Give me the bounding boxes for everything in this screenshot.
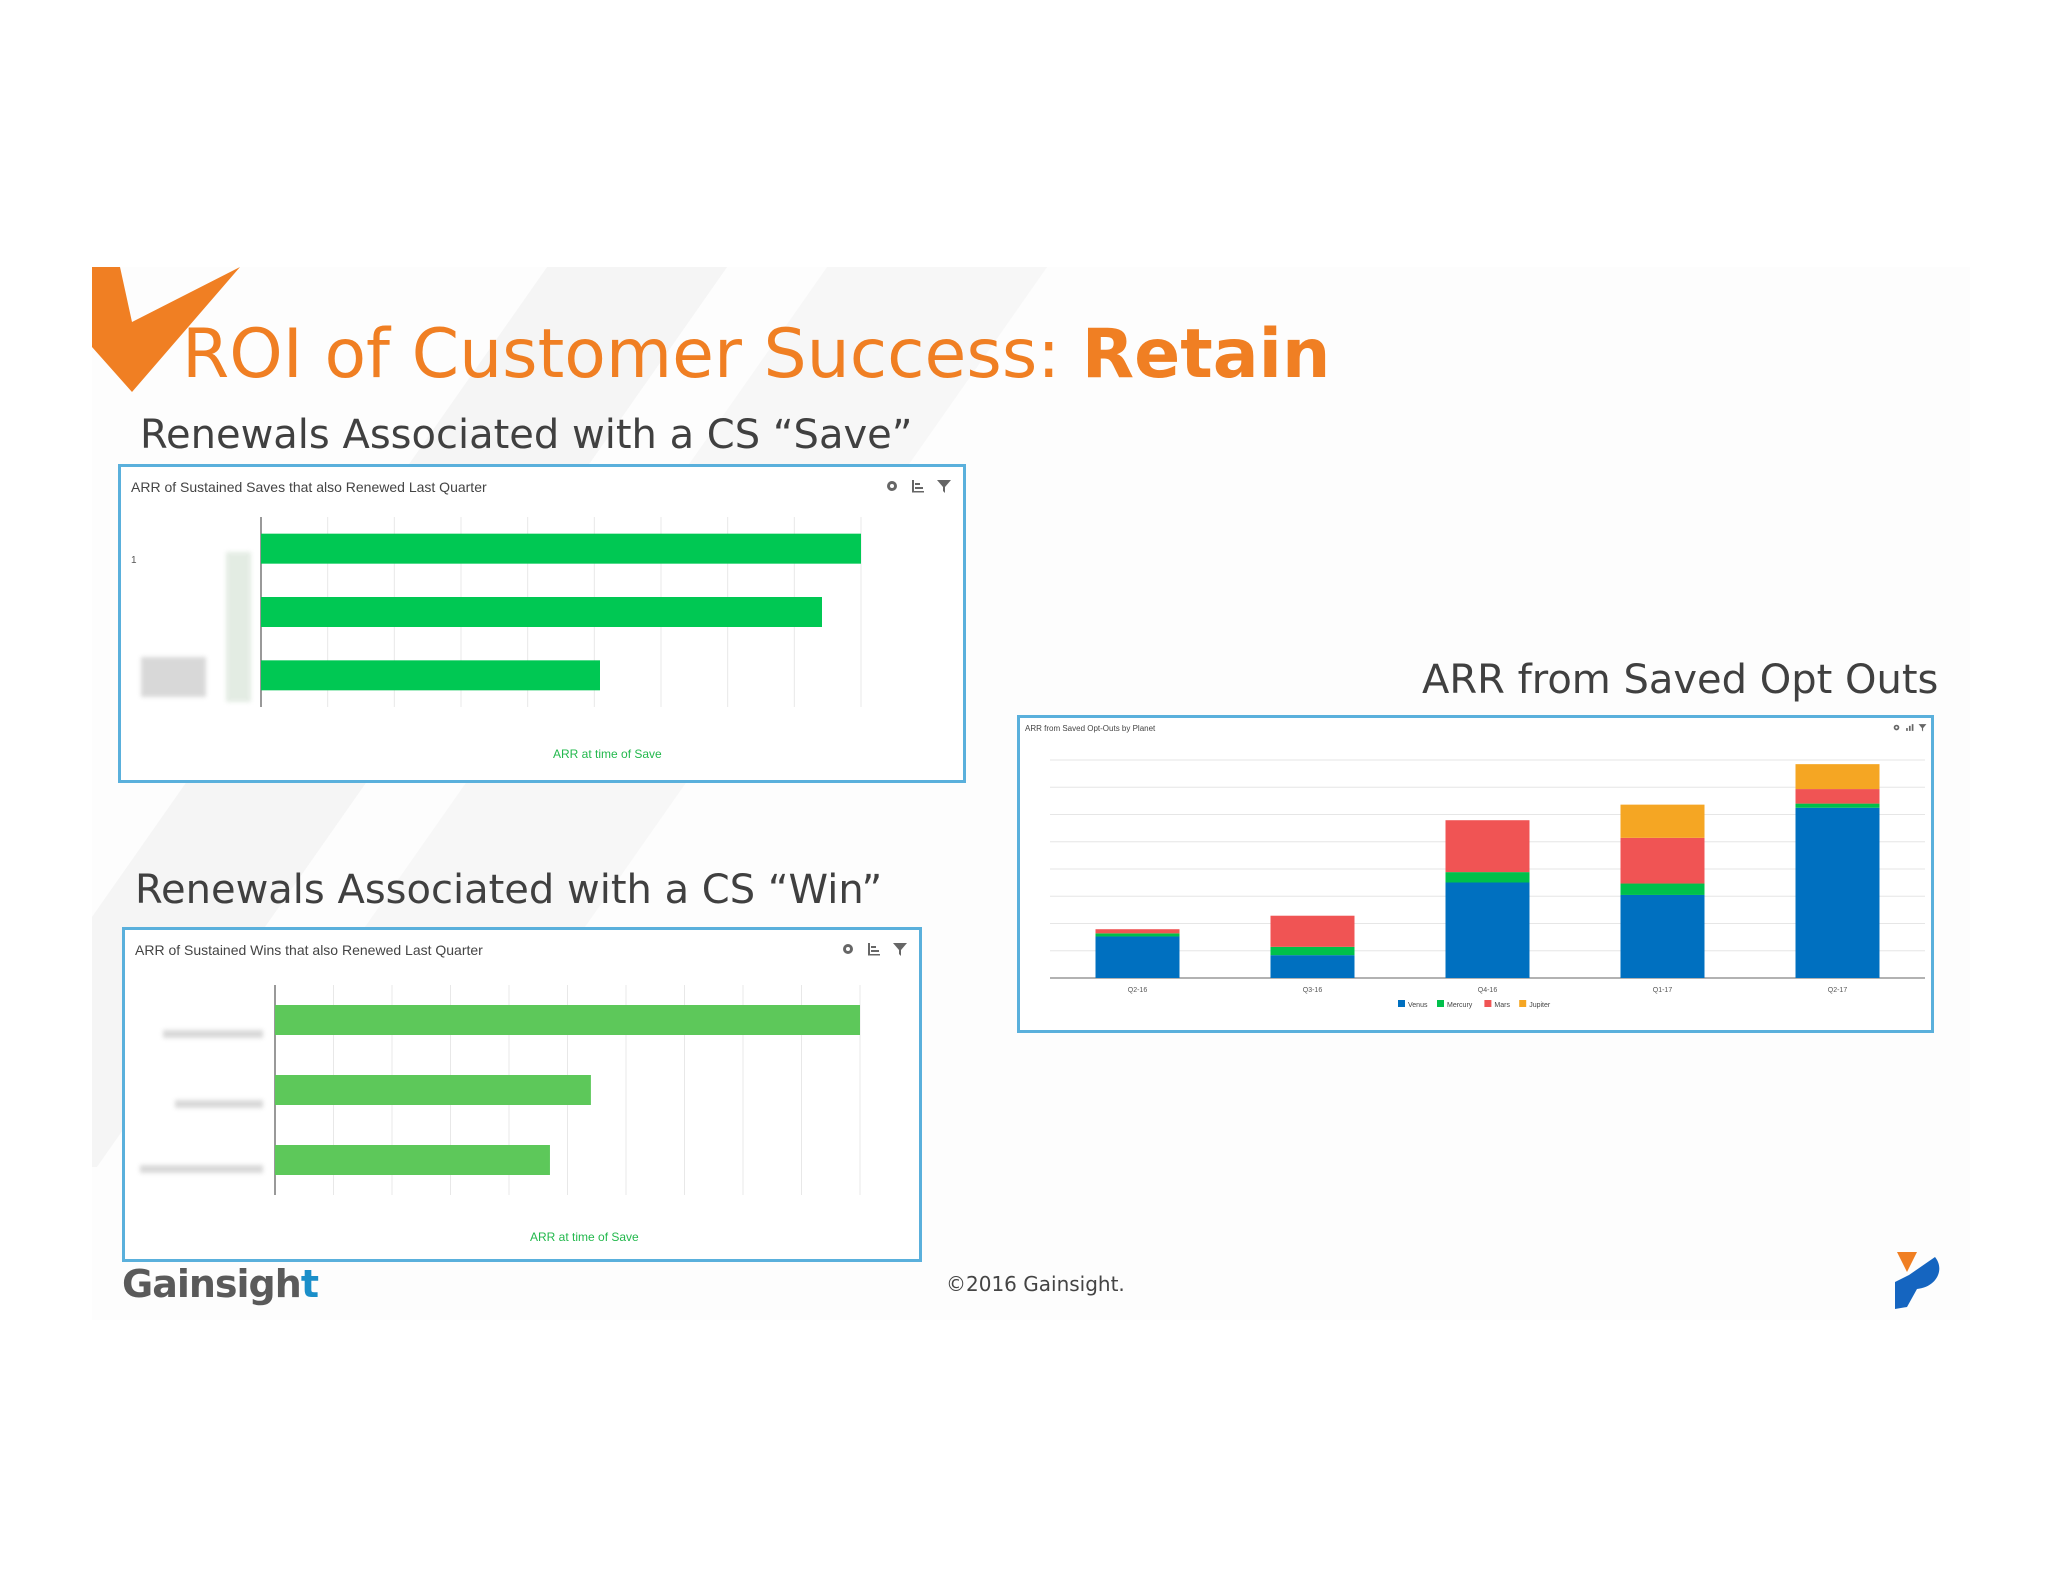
panel-title: ARR of Sustained Wins that also Renewed … — [135, 942, 483, 958]
bar — [275, 1005, 860, 1035]
stacked-bar-segment — [1095, 933, 1180, 937]
blurred-category-label — [141, 657, 206, 697]
chart-panel-saves: ARR of Sustained Saves that also Renewed… — [118, 464, 966, 783]
copyright-text: ©2016 Gainsight. — [946, 1272, 1125, 1296]
legend-label: Mars — [1494, 1002, 1510, 1009]
x-tick-label: Q2-17 — [1828, 987, 1848, 994]
chart-type-icon[interactable] — [909, 477, 927, 495]
logo-text: Gainsigh — [122, 1262, 302, 1306]
brand-mark-icon — [1895, 1252, 1940, 1309]
stacked-bar-segment — [1445, 872, 1530, 883]
blurred-category-label — [140, 1165, 263, 1173]
subhead-win: Renewals Associated with a CS “Win” — [135, 867, 883, 913]
gear-icon[interactable] — [839, 940, 857, 958]
legend-swatch — [1519, 1000, 1527, 1007]
gainsight-logo: Gainsight — [122, 1262, 319, 1306]
tick-label: 1 — [131, 555, 137, 566]
stacked-bar-segment — [1620, 894, 1705, 978]
stacked-bar-segment — [1270, 915, 1355, 947]
panel-title: ARR of Sustained Saves that also Renewed… — [131, 479, 487, 495]
logo-accent: t — [300, 1262, 319, 1306]
legend-swatch — [1484, 1000, 1492, 1007]
bar — [275, 1145, 550, 1175]
stacked-bar-segment — [1270, 946, 1355, 956]
x-tick-label: Q2-16 — [1128, 987, 1148, 994]
gear-icon[interactable] — [1891, 722, 1901, 732]
filter-icon[interactable] — [1917, 722, 1927, 732]
stacked-bar-segment — [1095, 929, 1180, 934]
panel-title: ARR from Saved Opt-Outs by Planet — [1025, 724, 1156, 733]
gear-icon[interactable] — [883, 477, 901, 495]
filter-icon[interactable] — [935, 477, 953, 495]
blurred-category-label — [163, 1030, 263, 1038]
chart-optouts: Q2-16 Q3-16 Q4-16 Q1-17 Q2-17 Venus Mercury Mar… — [1050, 759, 1925, 1009]
blurred-category-label — [175, 1100, 263, 1108]
stacked-bar-segment — [1795, 803, 1880, 808]
x-tick-label: Q4-16 — [1478, 987, 1498, 994]
chart-type-icon[interactable] — [865, 940, 883, 958]
title-prefix: ROI of Customer Success: — [182, 315, 1082, 394]
stacked-bar-segment — [1795, 789, 1880, 804]
slide: ROI of Customer Success: Retain Renewals… — [92, 267, 1970, 1320]
chart-saves — [260, 517, 862, 707]
x-tick-label: Q1-17 — [1653, 987, 1673, 994]
stacked-bar-segment — [1445, 820, 1530, 873]
legend-swatch — [1437, 1000, 1444, 1007]
chart-panel-optouts: ARR from Saved Opt-Outs by Planet Q2-16 Q… — [1017, 715, 1934, 1033]
x-tick-label: Q3-16 — [1303, 987, 1323, 994]
chart-panel-wins: ARR of Sustained Wins that also Renewed … — [122, 927, 922, 1262]
stacked-bar-segment — [1795, 807, 1880, 978]
subhead-save: Renewals Associated with a CS “Save” — [140, 412, 913, 458]
legend-label: Mercury — [1447, 1002, 1473, 1009]
panel-toolbar — [839, 940, 909, 958]
panel-toolbar — [883, 477, 953, 495]
stacked-bar-segment — [1095, 936, 1180, 978]
legend-label: Jupiter — [1529, 1002, 1551, 1009]
chart-type-icon[interactable] — [1904, 722, 1914, 732]
bar — [261, 597, 822, 627]
chart-wins — [274, 985, 861, 1195]
page-title: ROI of Customer Success: Retain — [182, 315, 1330, 394]
stacked-bar-segment — [1620, 837, 1705, 884]
panel-toolbar — [1891, 722, 1927, 732]
filter-icon[interactable] — [891, 940, 909, 958]
bar — [261, 533, 861, 564]
bar — [275, 1075, 591, 1105]
stacked-bar-segment — [1620, 804, 1705, 838]
checkmark-logo-icon — [92, 267, 240, 392]
stacked-bar-segment — [1620, 883, 1705, 895]
title-emphasis: Retain — [1081, 315, 1331, 394]
blurred-category-label — [226, 552, 251, 702]
legend-swatch — [1398, 1000, 1405, 1007]
stacked-bar-segment — [1270, 955, 1355, 978]
subhead-optouts: ARR from Saved Opt Outs — [1422, 657, 1939, 703]
stacked-bar-segment — [1795, 764, 1880, 790]
bar — [261, 660, 600, 691]
x-axis-label: ARR at time of Save — [553, 747, 662, 761]
x-axis-label: ARR at time of Save — [530, 1230, 639, 1244]
legend-label: Venus — [1408, 1002, 1428, 1009]
stacked-bar-segment — [1445, 882, 1530, 978]
